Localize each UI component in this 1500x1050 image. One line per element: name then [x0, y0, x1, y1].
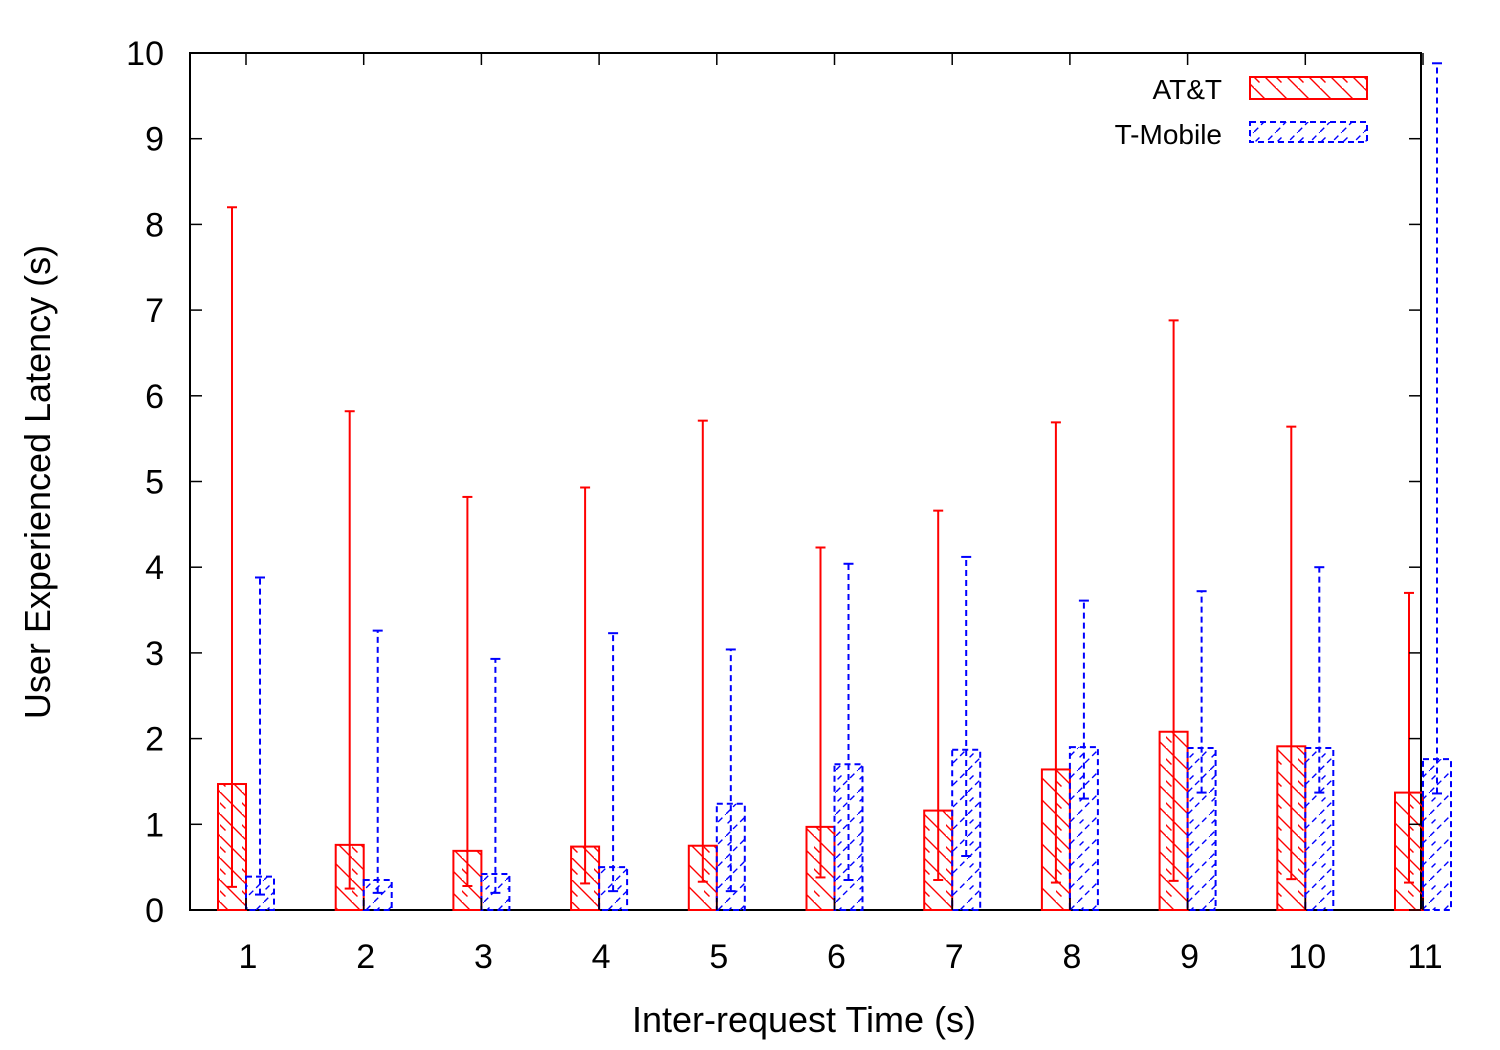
bar-tmobile — [1422, 758, 1452, 912]
x-tick-label: 7 — [945, 938, 964, 976]
plot-frame — [189, 52, 1422, 911]
x-tick-label: 9 — [1180, 938, 1199, 976]
legend-label-tmobile: T-Mobile — [1115, 119, 1222, 150]
axes — [189, 52, 1422, 911]
y-tick-label: 1 — [145, 806, 164, 844]
y-tick-label: 8 — [145, 206, 164, 244]
y-tick-label: 2 — [145, 721, 164, 759]
bar-tmobile — [362, 879, 393, 912]
ticks: 0 1 2 3 4 5 6 7 8 9 10 1 2 3 4 5 6 7 8 9 10 11 — [126, 35, 1442, 976]
y-tick-label: 0 — [145, 892, 164, 930]
legend-label-att: AT&T — [1153, 74, 1222, 105]
y-tick-label: 3 — [145, 635, 164, 673]
y-tick-label: 6 — [145, 378, 164, 416]
y-tick-label: 5 — [145, 464, 164, 502]
x-tick-label: 1 — [239, 938, 258, 976]
x-tick-label: 6 — [827, 938, 846, 976]
error-bars — [227, 62, 1442, 896]
x-tick-label: 4 — [592, 938, 611, 976]
x-axis-title: Inter-request Time (s) — [632, 999, 976, 1040]
bar-tmobile — [1068, 746, 1099, 911]
y-tick-label: 4 — [145, 549, 164, 587]
x-tick-label: 3 — [474, 938, 493, 976]
bar-tmobile — [951, 748, 982, 912]
y-tick-label: 7 — [145, 292, 164, 330]
legend-swatch-tmobile — [1249, 121, 1368, 143]
legend-swatch-att — [1249, 76, 1368, 100]
bars — [217, 730, 1452, 912]
y-tick-label: 10 — [126, 35, 164, 73]
x-tick-label: 11 — [1407, 938, 1442, 976]
x-tick-label: 8 — [1062, 938, 1081, 976]
bar-tmobile — [1186, 747, 1217, 911]
x-tick-label: 10 — [1288, 938, 1326, 976]
x-tick-label: 2 — [356, 938, 375, 976]
x-tick-label: 5 — [709, 938, 728, 976]
y-tick-label: 9 — [145, 121, 164, 159]
legend: AT&T T-Mobile — [1115, 74, 1368, 150]
y-axis-title: User Experienced Latency (s) — [17, 245, 58, 719]
